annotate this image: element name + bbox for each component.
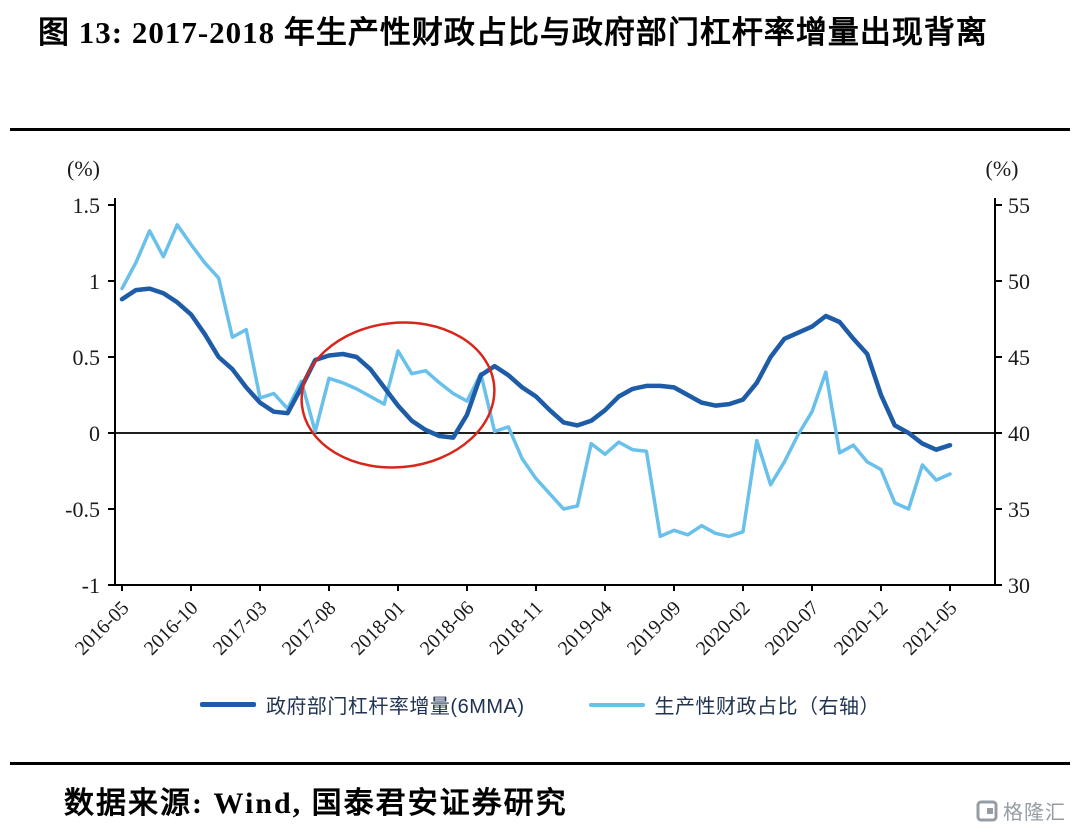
x-axis-tick-label: 2020-07: [761, 597, 824, 660]
x-axis-tick-label: 2019-09: [623, 597, 686, 660]
x-axis-tick-label: 2017-03: [209, 597, 272, 660]
gelonghui-logo-icon: [976, 800, 998, 821]
x-axis-tick-label: 2019-04: [554, 597, 617, 660]
series-line-productive-fiscal: [120, 223, 952, 539]
left-axis-tick-label: -1: [82, 573, 100, 598]
legend-item-productive-fiscal: 生产性财政占比（右轴）: [588, 690, 881, 719]
right-axis-tick-label: 30: [1008, 573, 1030, 598]
gelonghui-watermark: 格隆汇: [976, 796, 1066, 825]
left-axis-tick-label: -0.5: [65, 497, 100, 522]
left-axis-tick-label: 1.5: [73, 193, 101, 218]
divergence-circle-annotation: [300, 321, 496, 469]
x-axis-tick-label: 2018-01: [347, 597, 410, 660]
left-axis-tick-label: 0.5: [73, 345, 101, 370]
legend-label-government-leverage: 政府部门杠杆率增量(6MMA): [265, 696, 525, 718]
x-axis-tick-label: 2018-06: [416, 597, 479, 660]
x-axis-tick-label: 2020-02: [692, 597, 755, 660]
x-axis-tick-label: 2018-11: [485, 597, 547, 659]
x-axis-tick-label: 2016-10: [140, 597, 203, 660]
right-axis-tick-label: 50: [1008, 269, 1030, 294]
figure-title: 图 13: 2017-2018 年生产性财政占比与政府部门杠杆率增量出现背离: [38, 15, 988, 50]
legend-label-productive-fiscal: 生产性财政占比（右轴）: [654, 696, 881, 718]
right-axis-tick-label: 35: [1008, 497, 1030, 522]
data-source-note: 数据来源: Wind, 国泰君安证券研究: [64, 787, 568, 820]
gelonghui-label: 格隆汇: [1003, 802, 1066, 824]
right-axis-tick-label: 45: [1008, 345, 1030, 370]
x-axis-tick-label: 2021-05: [899, 597, 962, 660]
legend-line-swatch-dark: [199, 702, 256, 707]
left-axis-tick-label: 1: [89, 269, 100, 294]
left-axis-unit-label: (%): [67, 156, 100, 181]
right-axis-unit-label: (%): [986, 156, 1019, 181]
right-axis-tick-label: 40: [1008, 421, 1030, 446]
x-axis-tick-label: 2020-12: [830, 597, 893, 660]
series-line-government-leverage: [119, 286, 953, 452]
title-divider: [10, 128, 1070, 131]
left-axis-tick-label: 0: [89, 421, 100, 446]
legend-line-swatch-light: [588, 702, 645, 707]
right-axis-tick-label: 55: [1008, 193, 1030, 218]
x-axis-tick-label: 2017-08: [278, 597, 341, 660]
chart-legend: 政府部门杠杆率增量(6MMA) 生产性财政占比（右轴）: [0, 690, 1080, 719]
legend-item-government-leverage: 政府部门杠杆率增量(6MMA): [199, 690, 525, 719]
x-axis-tick-label: 2016-05: [71, 597, 134, 660]
footer-divider: [10, 762, 1070, 765]
